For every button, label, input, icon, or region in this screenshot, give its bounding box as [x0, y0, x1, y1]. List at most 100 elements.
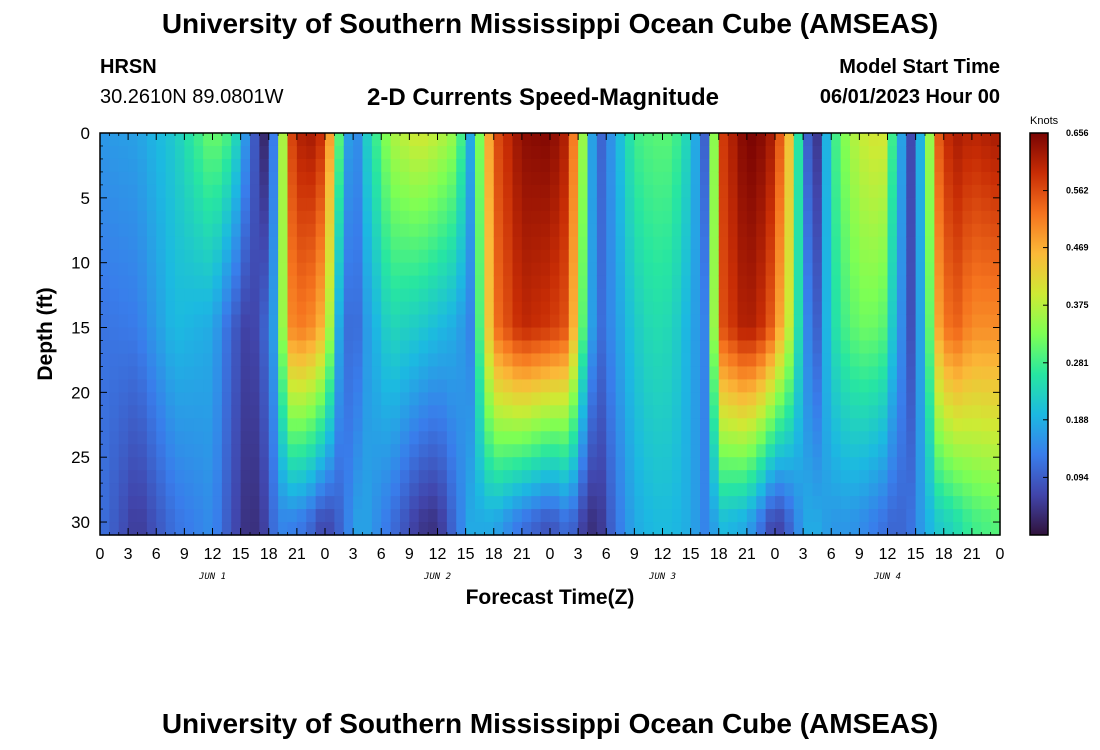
heatmap-cell [146, 223, 157, 238]
heatmap-cell [906, 249, 917, 264]
heatmap-cell [540, 470, 551, 484]
heatmap-cell [737, 431, 748, 445]
heatmap-cell [221, 431, 232, 445]
heatmap-cell [221, 379, 232, 393]
heatmap-cell [662, 275, 673, 290]
heatmap-cell [100, 236, 110, 251]
heatmap-cell [578, 275, 589, 290]
heatmap-cell [296, 340, 307, 355]
heatmap-cell [531, 223, 542, 238]
heatmap-cell [831, 483, 842, 497]
x-tick-label: 0 [771, 546, 780, 563]
heatmap-cell [128, 223, 139, 238]
heatmap-cell [296, 418, 307, 432]
heatmap-cell [146, 236, 157, 251]
heatmap-cell [100, 249, 110, 264]
heatmap-cell [606, 210, 617, 225]
heatmap-cell [175, 366, 185, 380]
heatmap-cell [559, 470, 570, 484]
heatmap-cell [578, 236, 589, 251]
heatmap-cell [362, 379, 373, 393]
heatmap-cell [100, 288, 110, 303]
heatmap-cell [493, 301, 504, 316]
heatmap-cell [456, 405, 467, 419]
heatmap-cell [578, 457, 589, 471]
heatmap-cell [165, 522, 176, 536]
heatmap-cell [521, 457, 532, 471]
heatmap-cell [756, 496, 767, 510]
heatmap-cell [137, 236, 148, 251]
heatmap-cell [221, 249, 232, 264]
heatmap-cell [128, 470, 139, 484]
heatmap-cell [765, 496, 776, 510]
heatmap-cell [662, 197, 673, 212]
heatmap-cell [587, 457, 598, 471]
heatmap-cell [765, 379, 776, 393]
heatmap-cell [821, 457, 832, 471]
heatmap-cell [803, 418, 814, 432]
heatmap-cell [362, 223, 373, 238]
heatmap-cell [146, 184, 157, 199]
heatmap-cell [334, 470, 345, 484]
heatmap-cell [559, 249, 570, 264]
heatmap-cell [418, 301, 429, 316]
heatmap-cell [671, 133, 682, 147]
heatmap-cell [137, 275, 148, 290]
heatmap-cell [437, 496, 448, 510]
heatmap-cell [578, 184, 589, 199]
heatmap-cell [850, 431, 860, 445]
heatmap-cell [643, 301, 654, 316]
heatmap-cell [512, 379, 523, 393]
heatmap-cell [175, 379, 185, 393]
heatmap-cell [775, 223, 785, 238]
heatmap-cell [175, 340, 185, 355]
heatmap-cell [503, 340, 514, 355]
heatmap-cell [268, 509, 279, 523]
heatmap-cell [596, 145, 607, 160]
heatmap-cell [446, 431, 457, 445]
heatmap-cell [437, 483, 448, 497]
heatmap-cell [118, 262, 129, 277]
heatmap-cell [137, 288, 148, 303]
heatmap-cell [718, 275, 729, 290]
heatmap-cell [193, 275, 204, 290]
heatmap-cell [493, 470, 504, 484]
heatmap-cell [596, 262, 607, 277]
heatmap-cell [971, 262, 982, 277]
heatmap-cell [296, 184, 307, 199]
heatmap-cell [409, 470, 420, 484]
heatmap-cell [784, 210, 795, 225]
heatmap-cell [156, 301, 167, 316]
heatmap-cell [775, 197, 785, 212]
heatmap-cell [287, 262, 298, 277]
heatmap-cell [625, 392, 635, 406]
heatmap-cell [475, 288, 485, 303]
heatmap-cell [606, 366, 617, 380]
heatmap-cell [221, 522, 232, 536]
heatmap-cell [784, 366, 795, 380]
heatmap-cell [925, 223, 935, 238]
heatmap-cell [259, 184, 270, 199]
heatmap-cell [878, 223, 889, 238]
heatmap-cell [521, 353, 532, 368]
heatmap-cell [250, 353, 260, 368]
heatmap-cell [850, 457, 860, 471]
heatmap-cell [371, 522, 382, 536]
heatmap-cell [287, 457, 298, 471]
heatmap-cell [578, 509, 589, 523]
heatmap-cell [259, 509, 270, 523]
heatmap-cell [653, 314, 664, 329]
heatmap-cell [643, 353, 654, 368]
heatmap-cell [503, 262, 514, 277]
heatmap-cell [137, 158, 148, 173]
heatmap-cell [821, 379, 832, 393]
heatmap-cell [231, 444, 242, 458]
heatmap-cell [634, 314, 645, 329]
heatmap-cell [784, 327, 795, 342]
heatmap-cell [437, 262, 448, 277]
heatmap-cell [512, 483, 523, 497]
heatmap-cell [371, 327, 382, 342]
heatmap-cell [784, 288, 795, 303]
heatmap-cell [334, 275, 345, 290]
